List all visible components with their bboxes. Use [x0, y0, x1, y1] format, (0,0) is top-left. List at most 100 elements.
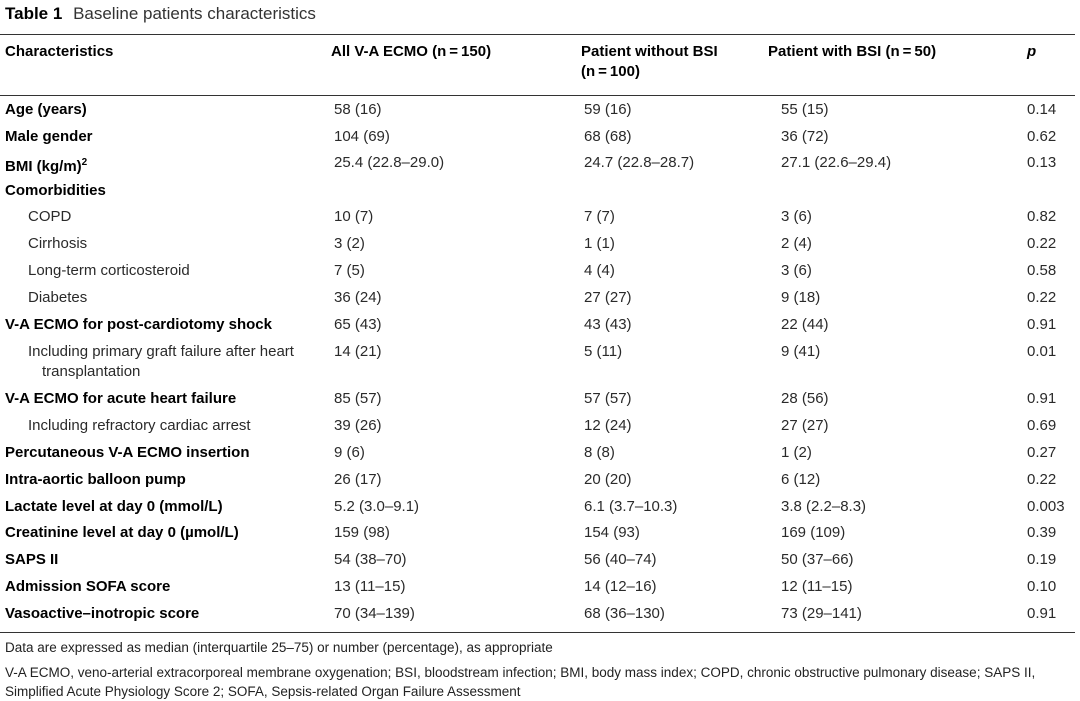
cell-without-bsi: 8 (8)	[584, 444, 615, 461]
row-label-text: V-A ECMO for post-cardiotomy shock	[5, 316, 272, 333]
header-with-bsi: Patient with BSI (n = 50)	[768, 43, 937, 60]
cell-p-value: 0.62	[1027, 128, 1057, 145]
cell-all: 25.4 (22.8–29.0)	[334, 154, 445, 171]
cell-with-bsi: 2 (4)	[781, 235, 812, 252]
cell-all: 26 (17)	[334, 471, 382, 488]
cell-p-value: 0.13	[1027, 154, 1057, 171]
row-label-text: Male gender	[5, 128, 93, 145]
row-label-text: Including primary graft failure after he…	[28, 343, 294, 360]
row-label-text: Vasoactive–inotropic score	[5, 605, 200, 622]
row-label: COPD	[28, 207, 328, 227]
row-label: BMI (kg/m)2	[5, 153, 325, 177]
row-label: Age (years)	[5, 100, 325, 120]
table-title: Table 1 Baseline patients characteristic…	[5, 4, 316, 24]
row-label-text: V-A ECMO for acute heart failure	[5, 390, 237, 407]
row-label: V-A ECMO for post-cardiotomy shock	[5, 315, 325, 335]
table-caption: Baseline patients characteristics	[73, 4, 316, 23]
row-label: Percutaneous V-A ECMO insertion	[5, 443, 325, 463]
cell-without-bsi: 24.7 (22.8–28.7)	[584, 154, 695, 171]
cell-p-value: 0.22	[1027, 471, 1057, 488]
row-label: Cirrhosis	[28, 234, 328, 254]
row-label: Male gender	[5, 127, 325, 147]
cell-without-bsi: 5 (11)	[584, 343, 623, 360]
footnote-1: Data are expressed as median (interquart…	[5, 640, 553, 655]
cell-without-bsi: 7 (7)	[584, 208, 615, 225]
cell-p-value: 0.10	[1027, 578, 1057, 595]
row-label-text: BMI (kg/m)	[5, 158, 82, 175]
cell-all: 39 (26)	[334, 417, 382, 434]
cell-p-value: 0.82	[1027, 208, 1057, 225]
cell-with-bsi: 9 (41)	[781, 343, 821, 360]
header-without-bsi-line1: Patient without BSI	[581, 43, 718, 60]
row-label-text: COPD	[28, 208, 72, 225]
cell-all: 9 (6)	[334, 444, 365, 461]
row-label: Long-term corticosteroid	[28, 261, 328, 281]
cell-with-bsi: 28 (56)	[781, 390, 829, 407]
cell-without-bsi: 1 (1)	[584, 235, 615, 252]
header-p: p	[1027, 43, 1037, 60]
cell-without-bsi: 56 (40–74)	[584, 551, 657, 568]
cell-all: 3 (2)	[334, 235, 365, 252]
header-without-bsi-line2: (n = 100)	[581, 63, 640, 80]
row-label-text: Comorbidities	[5, 182, 106, 199]
cell-without-bsi: 4 (4)	[584, 262, 615, 279]
cell-p-value: 0.01	[1027, 343, 1057, 360]
cell-with-bsi: 3 (6)	[781, 262, 812, 279]
cell-without-bsi: 43 (43)	[584, 316, 632, 333]
cell-without-bsi: 27 (27)	[584, 289, 632, 306]
cell-with-bsi: 6 (12)	[781, 471, 821, 488]
row-label-text: Creatinine level at day 0 (µmol/L)	[5, 524, 239, 541]
cell-with-bsi: 3.8 (2.2–8.3)	[781, 498, 867, 515]
cell-all: 14 (21)	[334, 343, 382, 360]
cell-with-bsi: 9 (18)	[781, 289, 821, 306]
cell-p-value: 0.19	[1027, 551, 1057, 568]
row-label: Including primary graft failure after he…	[28, 342, 328, 382]
row-label-text: Lactate level at day 0 (mmol/L)	[5, 498, 223, 515]
row-label: SAPS II	[5, 550, 325, 570]
cell-p-value: 0.69	[1027, 417, 1057, 434]
cell-p-value: 0.91	[1027, 390, 1057, 407]
row-label-text: Including refractory cardiac arrest	[28, 417, 251, 434]
row-label-text: Admission SOFA score	[5, 578, 171, 595]
header-all: All V-A ECMO (n = 150)	[331, 43, 492, 60]
cell-without-bsi: 154 (93)	[584, 524, 640, 541]
row-label-text: Percutaneous V-A ECMO insertion	[5, 444, 250, 461]
footnote-2: V-A ECMO, veno-arterial extracorporeal m…	[5, 665, 1036, 699]
cell-p-value: 0.27	[1027, 444, 1057, 461]
row-label-text: Age (years)	[5, 101, 87, 118]
row-label: Admission SOFA score	[5, 577, 325, 597]
row-label-text: Long-term corticosteroid	[28, 262, 190, 279]
row-label: Including refractory cardiac arrest	[28, 416, 328, 436]
cell-p-value: 0.91	[1027, 605, 1057, 622]
row-label-text: SAPS II	[5, 551, 59, 568]
cell-with-bsi: 55 (15)	[781, 101, 829, 118]
cell-p-value: 0.39	[1027, 524, 1057, 541]
row-label-text: Intra-aortic balloon pump	[5, 471, 186, 488]
cell-with-bsi: 27 (27)	[781, 417, 829, 434]
cell-with-bsi: 1 (2)	[781, 444, 812, 461]
table-number: Table 1	[5, 4, 63, 23]
cell-without-bsi: 68 (68)	[584, 128, 632, 145]
cell-all: 104 (69)	[334, 128, 390, 145]
cell-with-bsi: 73 (29–141)	[781, 605, 862, 622]
cell-all: 13 (11–15)	[334, 578, 406, 595]
row-label: Intra-aortic balloon pump	[5, 470, 325, 490]
cell-all: 65 (43)	[334, 316, 382, 333]
row-label-superscript: 2	[81, 157, 88, 168]
cell-all: 58 (16)	[334, 101, 382, 118]
row-label: Creatinine level at day 0 (µmol/L)	[5, 523, 325, 543]
cell-p-value: 0.91	[1027, 316, 1057, 333]
header-characteristics: Characteristics	[5, 43, 114, 60]
cell-without-bsi: 57 (57)	[584, 390, 632, 407]
cell-p-value: 0.22	[1027, 235, 1057, 252]
row-label: Comorbidities	[5, 181, 325, 201]
cell-p-value: 0.003	[1027, 498, 1065, 515]
cell-p-value: 0.22	[1027, 289, 1057, 306]
row-label: Lactate level at day 0 (mmol/L)	[5, 497, 325, 517]
cell-without-bsi: 20 (20)	[584, 471, 632, 488]
cell-p-value: 0.14	[1027, 101, 1057, 118]
cell-without-bsi: 12 (24)	[584, 417, 632, 434]
cell-all: 5.2 (3.0–9.1)	[334, 498, 420, 515]
cell-without-bsi: 68 (36–130)	[584, 605, 665, 622]
header-rule	[0, 95, 1075, 96]
